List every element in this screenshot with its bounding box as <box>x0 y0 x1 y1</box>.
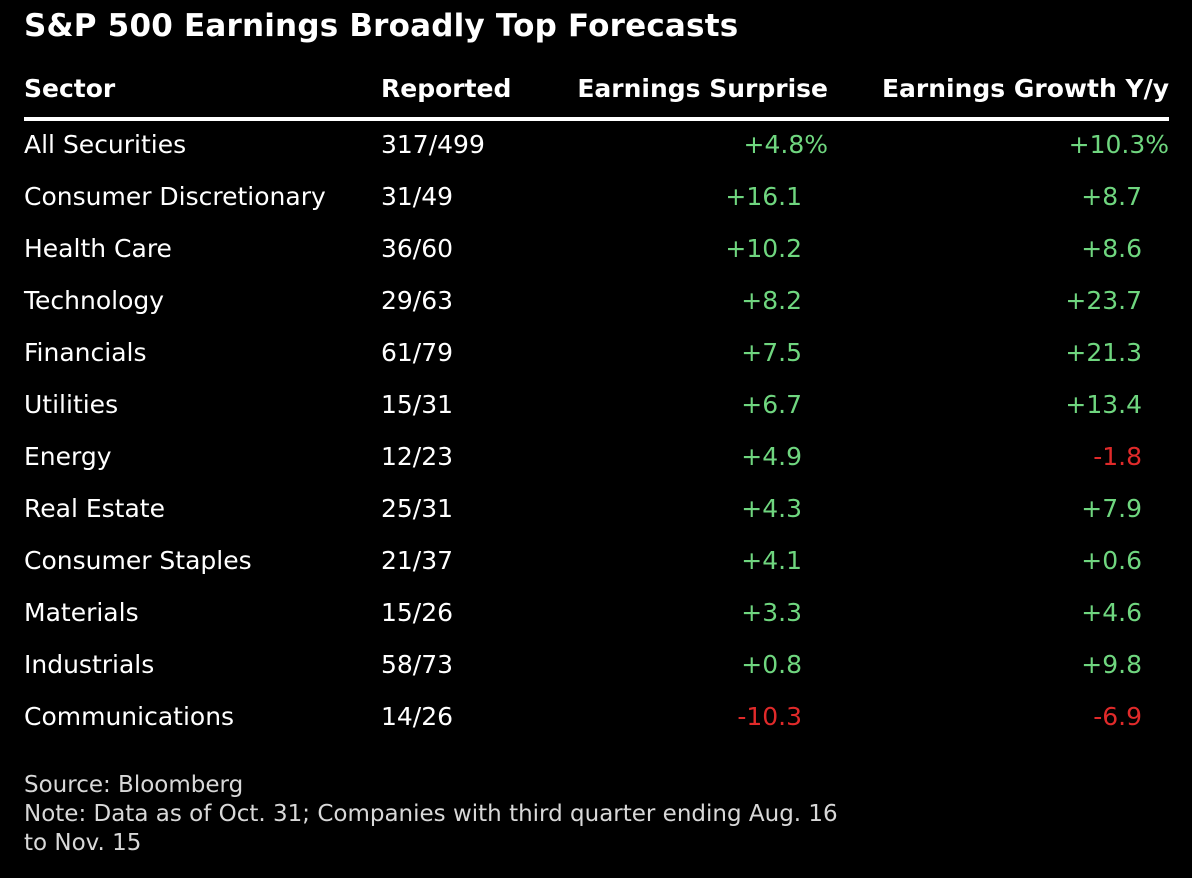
reported-value: 15/31 <box>381 390 454 419</box>
sector-label: Consumer Discretionary <box>24 182 326 211</box>
growth-value: +0.6 <box>1081 546 1142 575</box>
growth-value: -6.9 <box>1093 702 1142 731</box>
sector-label: Materials <box>24 598 139 627</box>
sector-label: Energy <box>24 442 112 471</box>
footnote-line-2: to Nov. 15 <box>24 830 142 856</box>
reported-value: 12/23 <box>381 442 454 471</box>
reported-value: 29/63 <box>381 286 454 315</box>
growth-value: +13.4 <box>1065 390 1142 419</box>
sector-label: Financials <box>24 338 147 367</box>
surprise-value: +8.2 <box>741 286 802 315</box>
reported-value: 21/37 <box>381 546 454 575</box>
surprise-value: +16.1 <box>725 182 802 211</box>
reported-value: 58/73 <box>381 650 454 679</box>
surprise-value: +3.3 <box>741 598 802 627</box>
reported-value: 36/60 <box>381 234 454 263</box>
growth-value: +8.6 <box>1081 234 1142 263</box>
surprise-value: +7.5 <box>741 338 802 367</box>
growth-value: +23.7 <box>1065 286 1142 315</box>
surprise-value: +10.2 <box>725 234 802 263</box>
sector-label: Utilities <box>24 390 119 419</box>
growth-value: +8.7 <box>1081 182 1142 211</box>
sector-label: Industrials <box>24 650 155 679</box>
surprise-value: +4.3 <box>741 494 802 523</box>
surprise-value: +4.8% <box>743 130 828 159</box>
surprise-value: +6.7 <box>741 390 802 419</box>
sector-label: Consumer Staples <box>24 546 252 575</box>
reported-value: 317/499 <box>381 130 485 159</box>
footnote-line-1: Note: Data as of Oct. 31; Companies with… <box>24 801 838 827</box>
growth-value: +4.6 <box>1081 598 1142 627</box>
sector-label: All Securities <box>24 130 187 159</box>
growth-value: +9.8 <box>1081 650 1142 679</box>
column-header-sector: Sector <box>24 74 116 103</box>
header-divider <box>24 117 1169 121</box>
chart-title: S&P 500 Earnings Broadly Top Forecasts <box>24 8 739 44</box>
growth-value: -1.8 <box>1093 442 1142 471</box>
sector-label: Communications <box>24 702 235 731</box>
reported-value: 61/79 <box>381 338 454 367</box>
sector-label: Technology <box>24 286 165 315</box>
sector-label: Real Estate <box>24 494 165 523</box>
surprise-value: +4.9 <box>741 442 802 471</box>
surprise-value: -10.3 <box>737 702 802 731</box>
reported-value: 15/26 <box>381 598 454 627</box>
reported-value: 31/49 <box>381 182 454 211</box>
growth-value: +21.3 <box>1065 338 1142 367</box>
reported-value: 14/26 <box>381 702 454 731</box>
source-note: Source: Bloomberg <box>24 772 244 798</box>
reported-value: 25/31 <box>381 494 454 523</box>
sector-label: Health Care <box>24 234 172 263</box>
surprise-value: +4.1 <box>741 546 802 575</box>
surprise-value: +0.8 <box>741 650 802 679</box>
growth-value: +10.3% <box>1068 130 1169 159</box>
growth-value: +7.9 <box>1081 494 1142 523</box>
column-header-earnings-growth: Earnings Growth Y/y <box>881 74 1169 103</box>
column-header-earnings-surprise: Earnings Surprise <box>577 74 828 103</box>
column-header-reported: Reported <box>381 74 512 103</box>
